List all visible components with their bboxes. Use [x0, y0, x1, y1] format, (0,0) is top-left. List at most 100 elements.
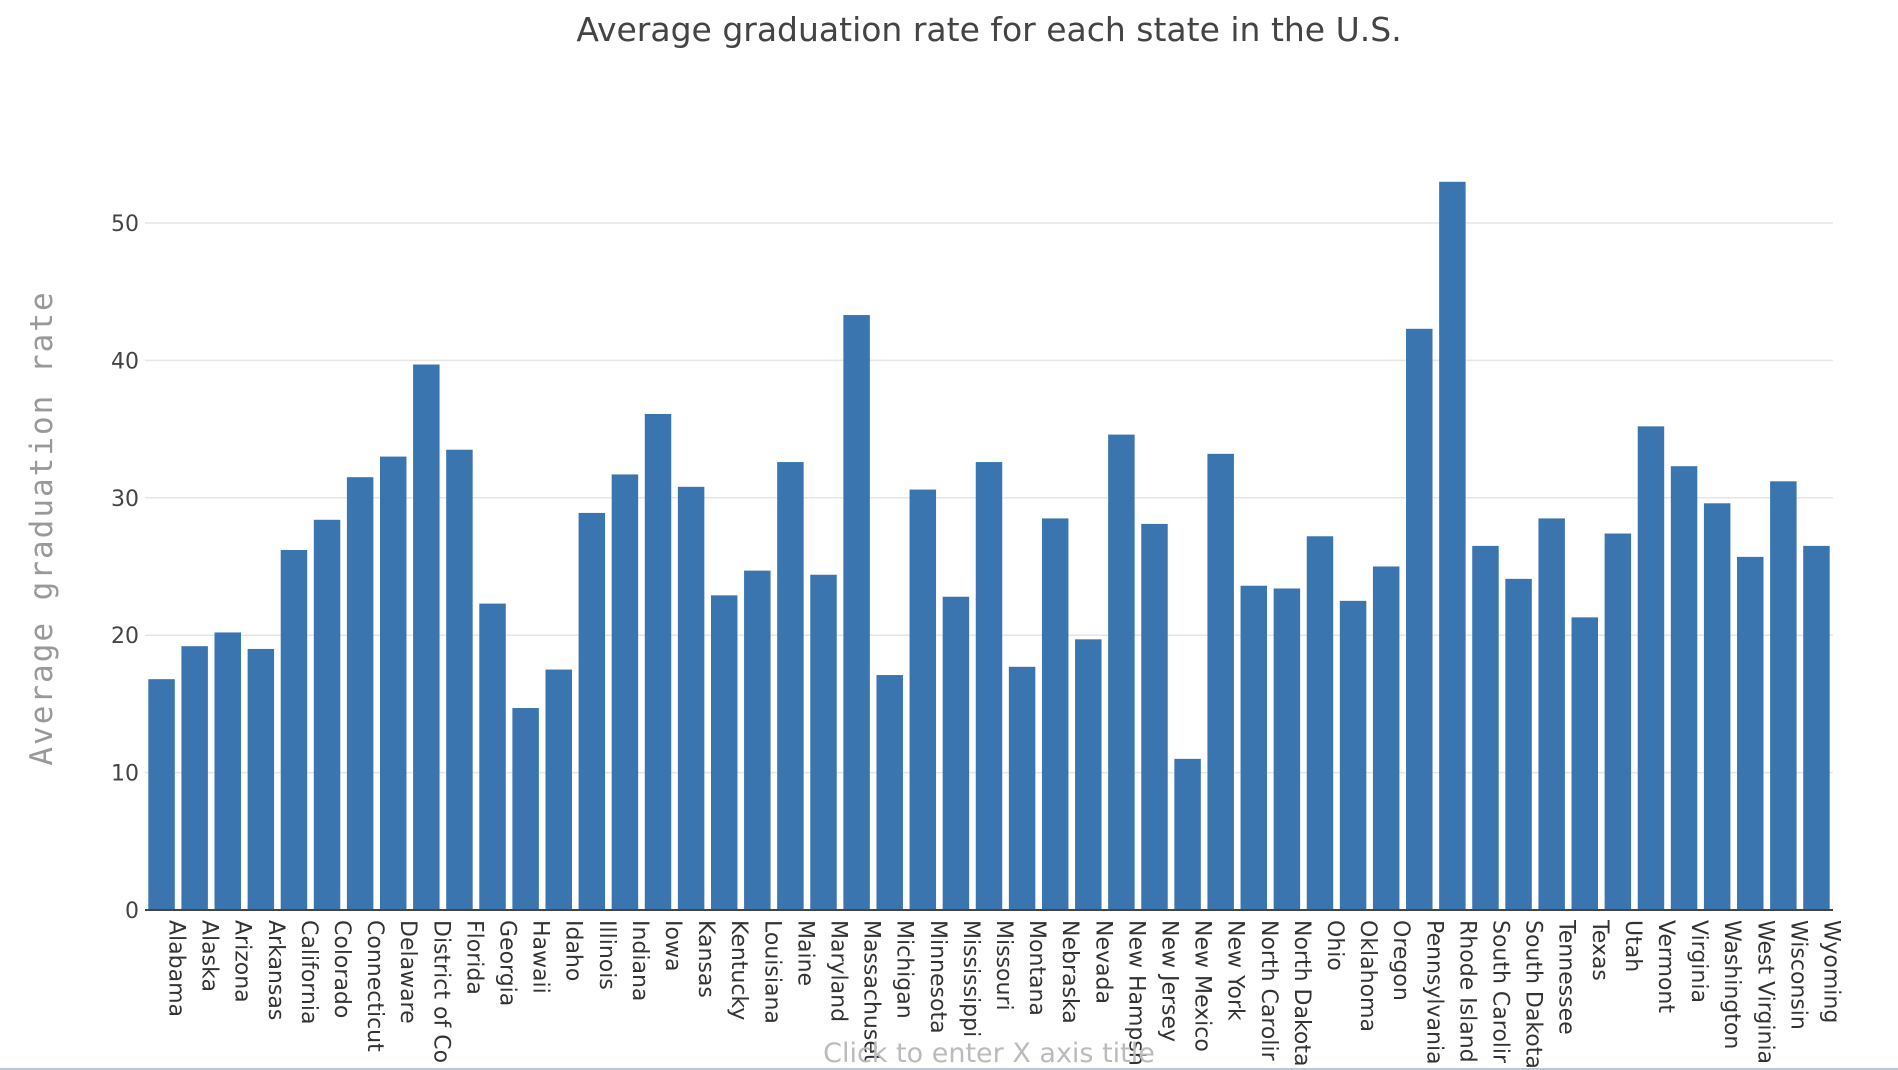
- x-tick-label: Minnesota: [925, 920, 950, 1034]
- x-tick-label: West Virginia: [1752, 920, 1777, 1064]
- bar[interactable]: [1406, 328, 1433, 911]
- x-tick-label: Texas: [1587, 919, 1612, 981]
- bar[interactable]: [1339, 600, 1367, 910]
- x-tick-label: Indiana: [627, 920, 652, 1001]
- chart-title: Average graduation rate for each state i…: [576, 10, 1401, 49]
- bars: [148, 181, 1830, 911]
- bar[interactable]: [479, 603, 506, 910]
- x-tick-label: Vermont: [1653, 920, 1678, 1013]
- bar[interactable]: [578, 512, 606, 910]
- bar[interactable]: [446, 449, 473, 910]
- bar[interactable]: [181, 646, 208, 910]
- x-tick-label: Maine: [792, 920, 817, 986]
- bar[interactable]: [1703, 503, 1731, 910]
- x-tick-label: North Carolir: [1256, 920, 1281, 1062]
- bar[interactable]: [1240, 585, 1268, 910]
- bar[interactable]: [1041, 518, 1069, 910]
- bar[interactable]: [1372, 566, 1400, 911]
- bar[interactable]: [413, 364, 440, 911]
- bar[interactable]: [313, 519, 341, 910]
- x-tick-label: Louisiana: [759, 920, 784, 1024]
- y-axis-title[interactable]: Average graduation rate: [24, 290, 60, 765]
- x-tick-label: Nebraska: [1057, 920, 1082, 1024]
- x-tick-label: Kentucky: [726, 920, 751, 1020]
- bar[interactable]: [1273, 588, 1301, 910]
- bar[interactable]: [1075, 639, 1102, 910]
- x-tick-label: Arizona: [230, 920, 255, 1003]
- bar[interactable]: [1737, 556, 1764, 910]
- bar[interactable]: [1670, 466, 1698, 910]
- x-tick-label: Connecticut: [362, 920, 387, 1052]
- bar[interactable]: [843, 315, 870, 911]
- x-tick-label: New Hampsh: [1123, 920, 1148, 1066]
- y-tick-label: 20: [111, 624, 139, 649]
- x-tick-label: Georgia: [495, 920, 520, 1006]
- x-tick-label: South Dakota: [1521, 920, 1546, 1069]
- x-tick-label: Tennessee: [1554, 919, 1579, 1035]
- bar[interactable]: [1770, 481, 1797, 910]
- bar[interactable]: [1439, 181, 1466, 910]
- bar[interactable]: [1141, 523, 1168, 910]
- x-tick-labels: Alabama Alaska Arizona Arkansas California Co…: [164, 919, 1844, 1069]
- y-tick-label: 40: [111, 349, 139, 374]
- x-tick-label: North Dakota: [1289, 920, 1314, 1066]
- x-tick-label: Delaware: [395, 920, 420, 1024]
- bar[interactable]: [876, 675, 903, 910]
- bar[interactable]: [1306, 536, 1334, 910]
- bar[interactable]: [545, 669, 572, 910]
- x-tick-label: Mississippi: [958, 920, 983, 1037]
- bar[interactable]: [1637, 426, 1665, 910]
- bar[interactable]: [710, 595, 738, 910]
- x-axis-title-placeholder[interactable]: Click to enter X axis title: [823, 1038, 1155, 1069]
- x-tick-label: Washington: [1719, 920, 1744, 1049]
- bar[interactable]: [1803, 545, 1830, 910]
- bar[interactable]: [777, 462, 804, 910]
- bar[interactable]: [744, 570, 771, 910]
- bar[interactable]: [379, 456, 407, 910]
- x-tick-label: Kansas: [693, 920, 718, 998]
- bar[interactable]: [611, 474, 639, 910]
- x-tick-label: Massachuset: [859, 920, 884, 1063]
- bar[interactable]: [909, 489, 937, 910]
- y-tick-label: 30: [111, 487, 139, 512]
- bar[interactable]: [1174, 758, 1201, 910]
- bar[interactable]: [280, 550, 308, 910]
- x-tick-label: Oklahoma: [1355, 920, 1380, 1032]
- bar[interactable]: [1008, 666, 1036, 910]
- x-tick-label: New Jersey: [1156, 920, 1181, 1042]
- y-tick-label: 10: [111, 762, 139, 787]
- bar[interactable]: [1505, 578, 1532, 910]
- x-tick-label: Virginia: [1686, 920, 1711, 1003]
- x-tick-label: Missouri: [991, 920, 1016, 1011]
- bar[interactable]: [214, 632, 241, 910]
- bar[interactable]: [1538, 518, 1565, 910]
- bar[interactable]: [512, 708, 539, 910]
- x-tick-label: Illinois: [594, 920, 619, 990]
- x-tick-label: Iowa: [660, 920, 685, 971]
- x-tick-label: Arkansas: [263, 920, 288, 1020]
- x-tick-label: Wisconsin: [1785, 920, 1810, 1030]
- x-tick-label: New Mexico: [1190, 920, 1215, 1052]
- x-tick-label: Nevada: [1090, 920, 1115, 1004]
- x-tick-label: District of Co: [428, 920, 453, 1063]
- bar[interactable]: [247, 648, 275, 910]
- bar[interactable]: [975, 462, 1003, 910]
- x-tick-label: Michigan: [892, 920, 917, 1019]
- bar[interactable]: [677, 486, 705, 910]
- x-tick-label: Maryland: [826, 920, 851, 1022]
- bar[interactable]: [1108, 434, 1135, 910]
- x-tick-label: Colorado: [329, 920, 354, 1018]
- bar[interactable]: [148, 679, 175, 910]
- bar[interactable]: [1472, 545, 1499, 910]
- y-tick-labels: 0 10 20 30 40 50: [111, 212, 139, 924]
- bar[interactable]: [644, 413, 672, 910]
- bar[interactable]: [1604, 533, 1632, 910]
- bar[interactable]: [942, 596, 970, 910]
- bar[interactable]: [1207, 453, 1234, 910]
- bar[interactable]: [346, 477, 374, 910]
- x-tick-label: Pennsylvania: [1421, 920, 1446, 1065]
- x-tick-label: Florida: [461, 920, 486, 995]
- x-tick-label: Rhode Island: [1454, 920, 1479, 1063]
- bar[interactable]: [810, 574, 837, 910]
- bar[interactable]: [1571, 617, 1599, 910]
